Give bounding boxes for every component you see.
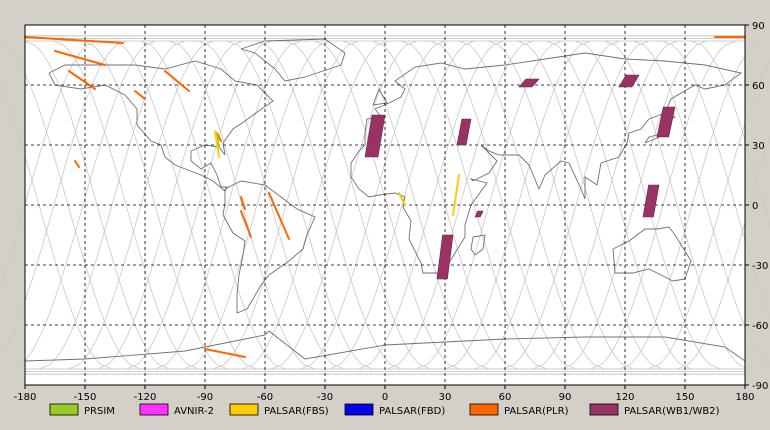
x-tick-label: 60 [499,392,512,403]
x-tick-label: -60 [257,392,273,403]
legend: PRSIM AVNIR-2 PALSAR(FBS) PALSAR(FBD) PALSAR… [49,403,720,417]
legend-label: AVNIR-2 [174,406,214,417]
x-axis-ticks: -180 -150 -120 -90 -60 -30 0 30 60 90 120 150 180 [14,385,755,403]
y-tick-label: -30 [752,261,768,272]
y-tick-label: -60 [752,321,768,332]
palsar-plr-swath [204,348,246,358]
palsar-wb-strip [474,210,484,218]
x-tick-label: 150 [675,392,694,403]
x-tick-label: 120 [615,392,634,403]
x-tick-label: -30 [317,392,333,403]
coastline-south-america [222,180,316,314]
swatch-avnir2 [139,403,169,416]
palsar-plr-swath [24,36,124,44]
swatch-palsar-wb [589,403,619,416]
palsar-wb-strip [436,234,454,280]
y-axis-ticks: 90 60 30 0 -30 -60 -90 [745,21,768,392]
orbit-track [0,40,127,357]
observation-footprints [24,36,746,358]
palsar-wb-strip [642,184,660,218]
coastline-australia [612,226,692,282]
x-tick-label: 30 [439,392,452,403]
legend-label: PALSAR(FBS) [264,406,329,417]
palsar-plr-swath [240,196,246,210]
x-tick-label: -150 [74,392,97,403]
y-tick-label: 60 [752,81,765,92]
palsar-wb-strip [518,78,540,88]
palsar-plr-swath [74,160,80,168]
x-tick-label: -90 [197,392,213,403]
orbit-track [430,40,576,370]
coastline-north-america [48,60,274,192]
x-tick-label: 180 [735,392,754,403]
palsar-plr-swath [134,90,146,100]
orbit-track [401,40,547,370]
orbit-track [82,40,228,370]
legend-label: PALSAR(WB1/WB2) [624,406,720,417]
orbit-track [604,40,750,370]
coastline-eurasia-africa [350,52,743,274]
orbit-track [532,40,678,370]
palsar-wb-strip [456,118,472,146]
palsar-wb-strip [656,106,676,138]
prism-swath [216,132,220,148]
x-tick-label: -180 [14,392,37,403]
orbit-track [358,40,504,370]
y-tick-label: 30 [752,141,765,152]
orbit-track [691,40,770,228]
legend-label: PRSIM [84,406,115,417]
orbit-track [184,40,330,370]
orbit-track [227,40,373,370]
orbit-track [53,40,199,370]
swatch-palsar-plr [469,403,499,416]
orbit-track [155,40,301,370]
x-tick-label: 0 [382,392,388,403]
legend-label: PALSAR(PLR) [504,406,569,417]
palsar-plr-swath [240,210,252,238]
palsar-fbs-swath [452,174,460,216]
orbit-track [329,40,475,370]
y-tick-label: 90 [752,21,765,32]
legend-label: PALSAR(FBD) [379,406,445,417]
y-tick-label: -90 [752,381,768,392]
orbit-track [677,135,770,370]
swatch-prism [49,403,79,416]
x-tick-label: 90 [559,392,572,403]
palsar-fbs-swath [214,130,220,158]
swatch-palsar-fbd [344,403,374,416]
palsar-fbs-swath [398,192,406,206]
palsar-wb-strip [364,114,386,158]
orbit-track [10,40,156,370]
palsar-plr-swath [268,192,290,240]
y-tick-label: 0 [752,201,758,212]
coastlines [24,38,746,362]
palsar-plr-swath [164,70,190,92]
palsar-wb-strip [618,74,640,88]
palsar-plr-swath [54,50,106,66]
coastline-antarctica [24,330,746,362]
palsar-plr-swath [68,70,96,90]
coastline-madagascar [470,234,486,256]
orbit-track [503,40,649,370]
orbit-track [256,40,402,370]
x-tick-label: -120 [134,392,157,403]
swatch-palsar-fbs [229,403,259,416]
